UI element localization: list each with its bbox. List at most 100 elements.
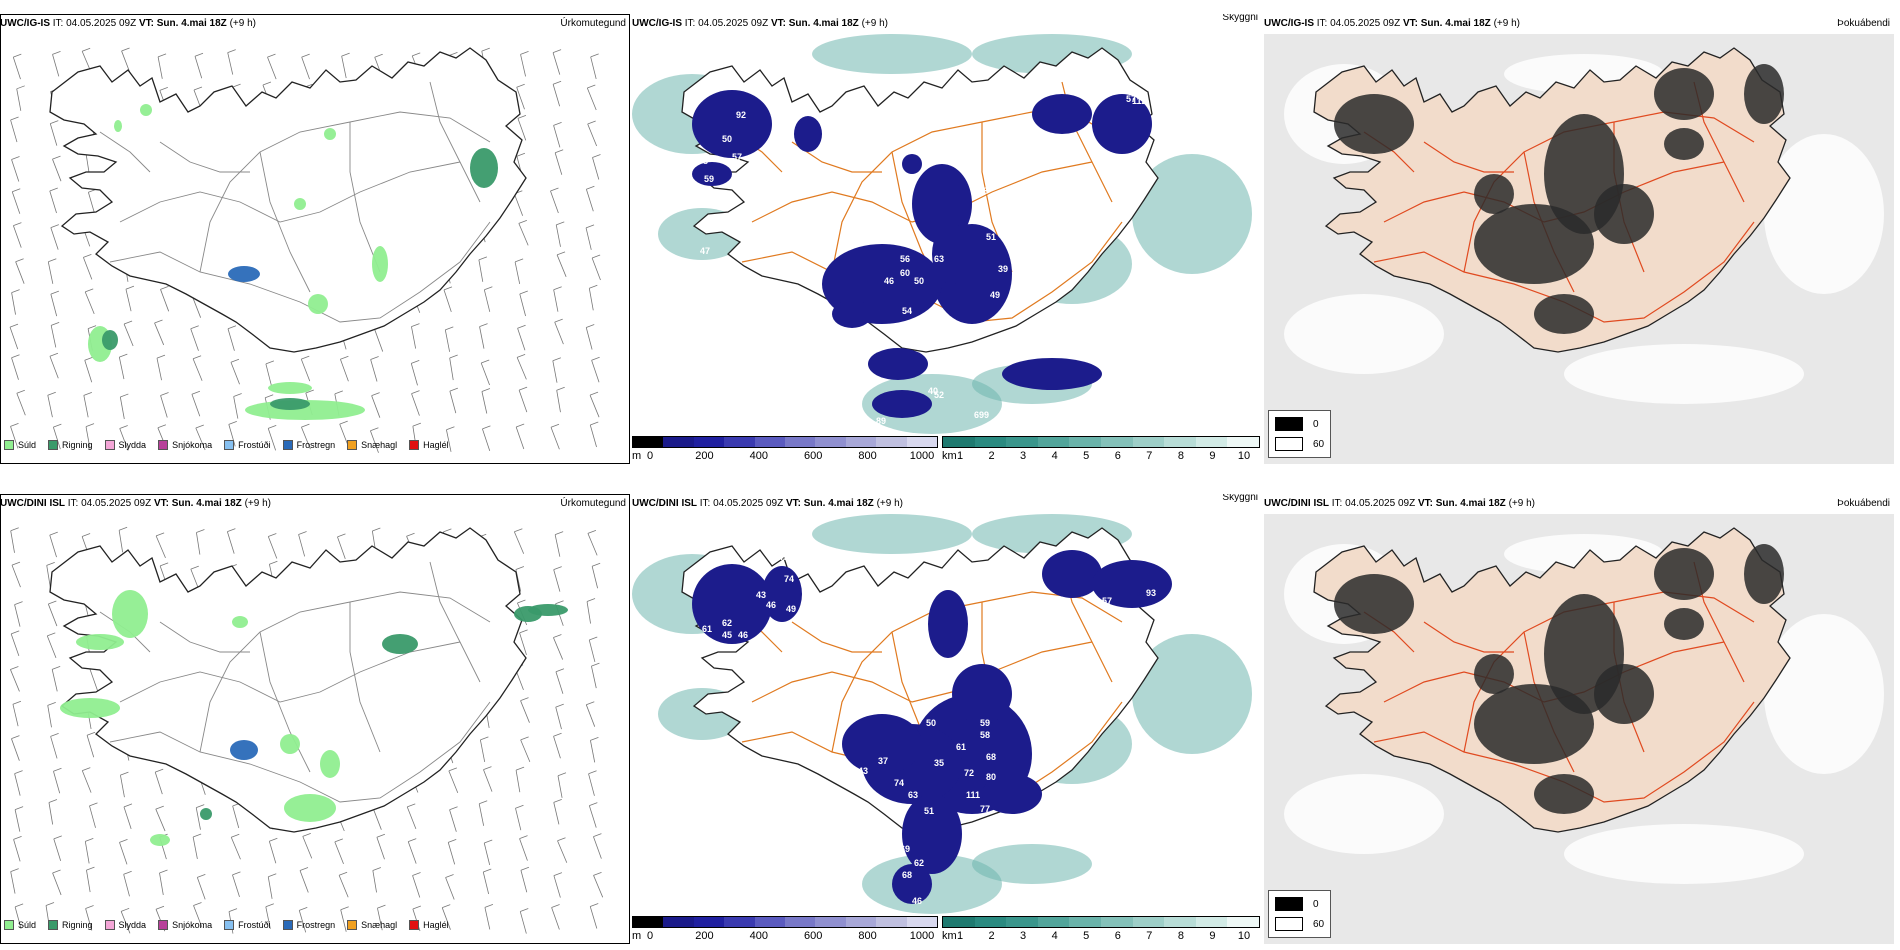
fog-core xyxy=(1334,94,1414,154)
wind-barb xyxy=(520,870,528,893)
wind-barb xyxy=(552,84,561,107)
color-step xyxy=(1195,437,1228,447)
wind-barb xyxy=(554,152,563,175)
barb-flag xyxy=(553,122,562,126)
barb-flag xyxy=(412,872,421,876)
color-step xyxy=(1100,437,1133,447)
legend-item: Slydda xyxy=(104,440,146,450)
visibility-label: 45 xyxy=(722,630,732,640)
visibility-label: 72 xyxy=(964,768,974,778)
scale-tick: 0 xyxy=(646,450,654,462)
wind-barb xyxy=(154,771,163,795)
wind-barb xyxy=(585,227,592,250)
barb-flag xyxy=(592,154,601,158)
panel-title: Þokuábendi xyxy=(1837,18,1890,29)
color-step xyxy=(785,437,816,447)
precip-area xyxy=(140,104,152,116)
barb-flag xyxy=(341,52,350,57)
wind-barb xyxy=(515,808,522,831)
road-line xyxy=(199,591,491,753)
wind-barb xyxy=(588,805,597,828)
fog-legend-item: 0 xyxy=(1275,414,1324,434)
color-step xyxy=(693,917,725,927)
precip-map xyxy=(9,47,601,453)
barb-flag xyxy=(552,357,561,362)
barb-flag xyxy=(53,423,62,428)
wind-barb xyxy=(83,395,89,418)
barb-flag xyxy=(155,805,164,810)
wind-barb xyxy=(84,841,90,864)
barb-flag xyxy=(157,53,167,58)
barb-flag xyxy=(551,904,560,908)
fog-core xyxy=(1654,68,1714,120)
precip-map xyxy=(10,526,604,934)
barb-flag xyxy=(125,285,135,290)
wind-barb xyxy=(550,427,560,450)
precip-area xyxy=(76,634,124,650)
barb-flag xyxy=(590,421,599,426)
wind-barb xyxy=(589,906,598,929)
vt-label: VT: xyxy=(138,18,154,29)
barb-flag xyxy=(52,666,61,670)
wind-barb xyxy=(591,666,597,689)
vt-label: VT: xyxy=(153,498,169,509)
precip-type-panel-2: UWC/DINI ISL IT: 04.05.2025 09Z VT: Sun.… xyxy=(0,494,630,944)
wind-barb xyxy=(227,328,235,351)
lead-offset: (+9 h) xyxy=(1493,18,1520,29)
color-step xyxy=(845,917,877,927)
init-time: 04.05.2025 09Z xyxy=(698,18,769,29)
legend-swatch xyxy=(224,920,235,930)
wind-barb xyxy=(520,739,531,763)
fog-legend-item: 60 xyxy=(1275,914,1324,934)
color-step xyxy=(876,437,907,447)
barb-flag xyxy=(481,359,490,364)
wind-barb xyxy=(118,356,125,380)
legend-label: Haglél xyxy=(423,920,449,930)
barb-flag xyxy=(227,528,236,533)
wind-barb xyxy=(301,426,311,450)
barb-flag xyxy=(194,52,204,57)
barb-flag xyxy=(555,703,564,708)
barb-flag xyxy=(82,767,91,772)
wind-barb xyxy=(119,428,129,451)
barb-flag xyxy=(515,566,525,570)
barb-flag xyxy=(11,156,20,160)
wind-barb xyxy=(516,357,527,380)
panel-title: Úrkomutegund xyxy=(560,498,626,509)
visibility-label: 62 xyxy=(962,152,972,162)
barb-flag xyxy=(48,799,58,803)
barb-flag xyxy=(10,422,19,427)
wind-barb xyxy=(121,50,131,74)
color-step xyxy=(1006,437,1038,447)
scale-tick: 9 xyxy=(1209,930,1216,942)
wind-barb xyxy=(154,322,165,346)
wind-barb xyxy=(192,358,203,381)
legend-swatch xyxy=(4,440,14,450)
barb-flag xyxy=(370,427,379,432)
color-step xyxy=(1195,917,1228,927)
panel-header: UWC/IG-IS IT: 04.05.2025 09Z VT: Sun. 4.… xyxy=(0,14,630,34)
barb-flag xyxy=(197,873,206,878)
wind-barb xyxy=(159,872,164,896)
fog-legend-swatch xyxy=(1275,917,1303,931)
low-visibility-area xyxy=(902,794,962,874)
visibility-label: 60 xyxy=(900,268,910,278)
model-name: UWC/DINI ISL xyxy=(0,498,65,509)
wind-barb xyxy=(233,396,239,419)
visibility-label: 53 xyxy=(752,86,762,96)
color-step xyxy=(876,917,907,927)
barb-flag xyxy=(12,700,22,705)
fog-legend-label: 60 xyxy=(1313,438,1325,450)
barb-flag xyxy=(482,425,491,430)
scale-unit: km xyxy=(942,450,957,462)
visibility-label: 46 xyxy=(740,696,750,706)
low-visibility-area xyxy=(842,714,922,774)
iceland-outline xyxy=(49,47,527,353)
visibility-label: 57 xyxy=(1126,94,1136,104)
visibility-label: 50 xyxy=(914,276,924,286)
barb-flag xyxy=(552,80,562,85)
barb-flag xyxy=(590,903,599,907)
wind-barb xyxy=(370,430,379,453)
fog-core xyxy=(1534,294,1594,334)
